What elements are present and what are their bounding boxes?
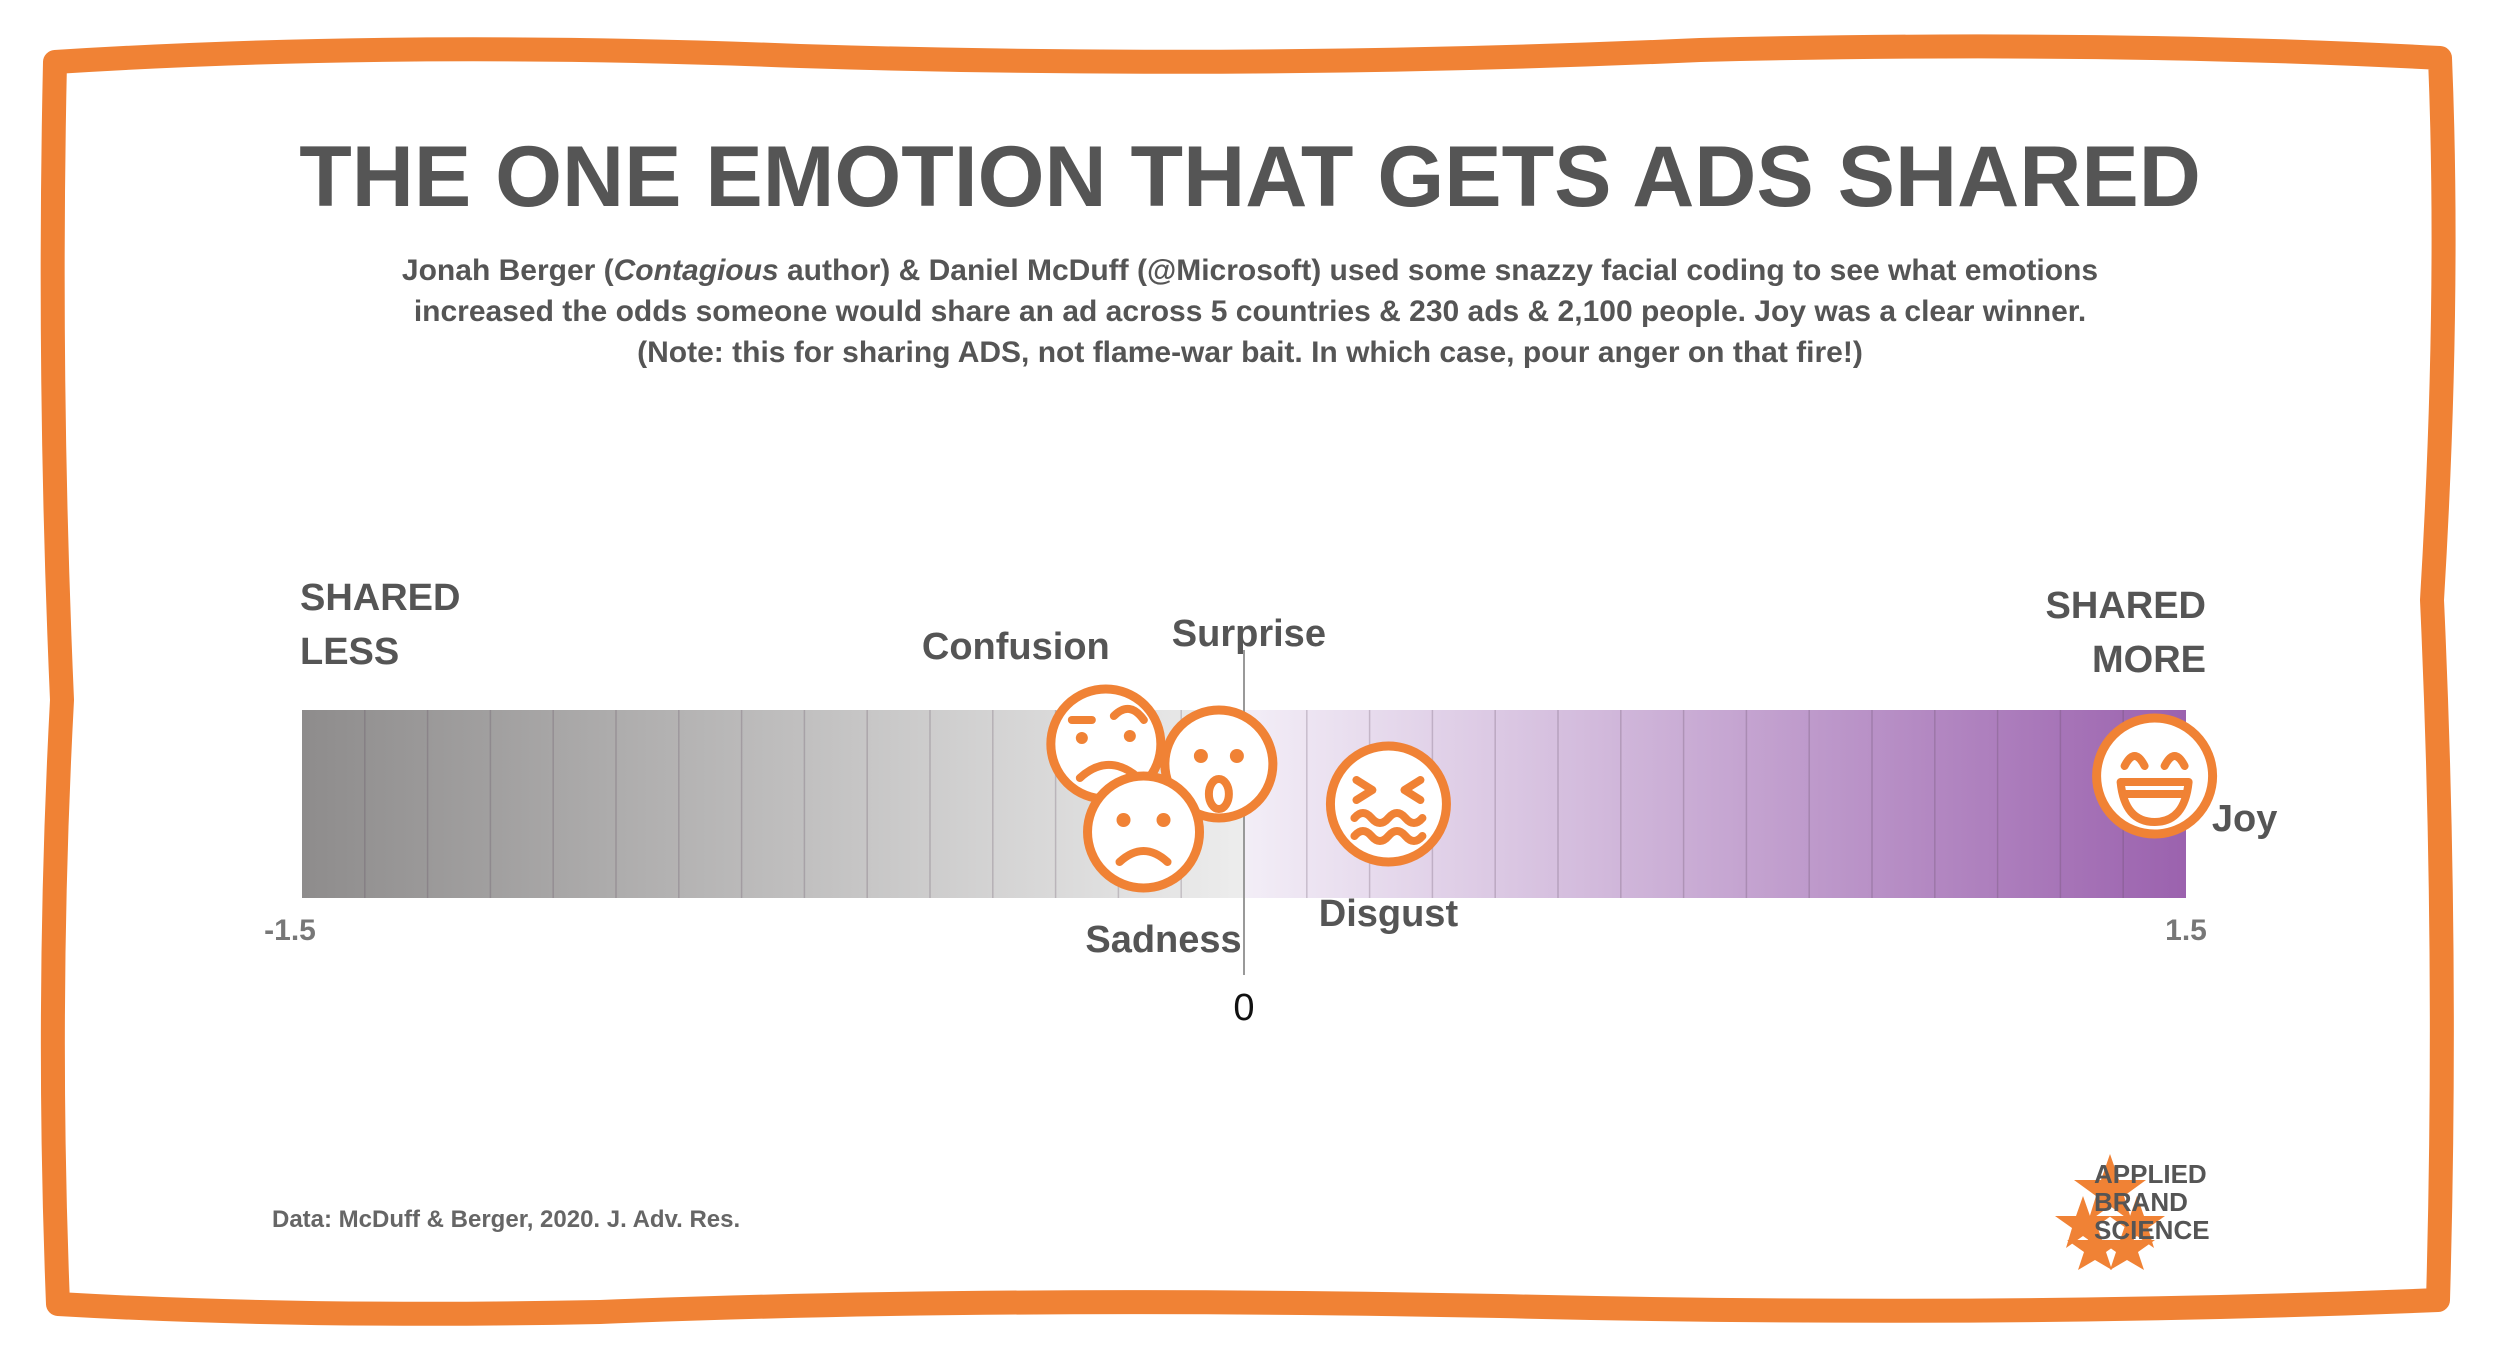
sad-face-icon (1083, 771, 1205, 893)
face-mouth (1115, 847, 1172, 866)
subtitle-line-2: increased the odds someone would share a… (413, 295, 2087, 328)
face-mouth (1350, 809, 1427, 827)
subtitle: Jonah Berger (Contagious author) & Danie… (300, 250, 2200, 373)
logo-line-2: BRAND (2094, 1187, 2188, 1217)
face-eye (2160, 752, 2189, 770)
face-outline (2092, 713, 2218, 839)
shared-more-label: SHARED (2046, 585, 2206, 627)
tick-label: 0 (1233, 987, 1254, 1029)
point-label-joy: Joy (2212, 798, 2277, 840)
face-outline (1325, 741, 1451, 867)
face-eye (1116, 813, 1131, 827)
face-eye (1193, 749, 1208, 763)
face-eye (1229, 749, 1244, 763)
face-eye (1123, 730, 1136, 742)
shared-less-label: SHARED (300, 577, 460, 619)
disgusted-face-icon (1325, 741, 1451, 867)
data-source-note: Data: McDuff & Berger, 2020. J. Adv. Res… (272, 1206, 741, 1233)
surprised-face-icon (1160, 705, 1278, 823)
point-label-sadness: Sadness (1085, 919, 1241, 961)
face-mouth (1204, 775, 1233, 813)
face-mouth (1350, 827, 1427, 845)
face-outline (1083, 771, 1205, 893)
face-eye (1352, 776, 1377, 804)
face-eye (1156, 813, 1171, 827)
face-eye (1400, 776, 1425, 804)
point-label-surprise: Surprise (1172, 613, 1326, 655)
laughing-face-icon (2092, 713, 2218, 839)
point-label-confusion: Confusion (922, 626, 1110, 668)
logo-line-3: SCIENCE (2094, 1215, 2210, 1245)
face-eye (2120, 752, 2149, 770)
subtitle-line-3: (Note: this for sharing ADS, not flame-w… (637, 336, 1863, 369)
face-brow (1109, 705, 1148, 724)
shared-less-label: LESS (300, 631, 399, 673)
shared-more-label: MORE (2092, 639, 2206, 681)
face-outline (1160, 705, 1278, 823)
subtitle-line-1: Jonah Berger (Contagious author) & Danie… (401, 254, 2099, 287)
tick-label: 1.5 (2165, 914, 2207, 947)
brand-logo-text: APPLIED BRAND SCIENCE (2094, 1160, 2210, 1244)
frame-border (40, 34, 2456, 1326)
point-label-disgust: Disgust (1319, 893, 1459, 935)
page-title: THE ONE EMOTION THAT GETS ADS SHARED (299, 129, 2201, 225)
face-eye (1075, 732, 1088, 744)
logo-line-1: APPLIED (2094, 1159, 2207, 1189)
face-mouth (1075, 760, 1138, 782)
tick-label: -1.5 (264, 914, 316, 947)
star-logo-icon (2055, 1154, 2165, 1270)
